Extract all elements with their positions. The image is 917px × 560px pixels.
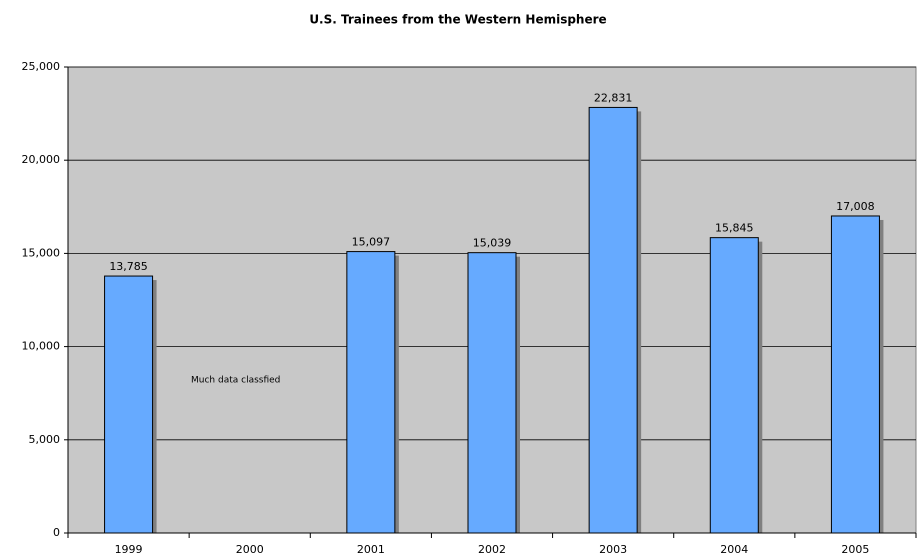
x-tick-label: 1999	[115, 543, 143, 556]
bar	[467, 252, 517, 534]
value-label: 15,039	[473, 237, 512, 250]
x-tick-label: 2004	[720, 543, 748, 556]
annotation: Much data classfied	[191, 376, 280, 386]
value-label: 17,008	[836, 200, 875, 213]
bar	[104, 275, 154, 534]
x-tick-label: 2003	[599, 543, 627, 556]
y-tick-label: 20,000	[22, 153, 61, 166]
value-label: 15,097	[352, 236, 391, 249]
value-label: 22,831	[594, 91, 633, 104]
bar	[830, 215, 880, 534]
y-tick-label: 0	[53, 526, 60, 539]
y-tick-label: 15,000	[22, 246, 61, 259]
y-tick-label: 5,000	[29, 433, 61, 446]
y-tick-label: 25,000	[22, 60, 61, 73]
x-tick-label: 2002	[478, 543, 506, 556]
chart-title: U.S. Trainees from the Western Hemispher…	[309, 13, 606, 27]
x-tick-label: 2000	[236, 543, 264, 556]
x-tick-label: 2005	[841, 543, 869, 556]
value-label: 15,845	[715, 222, 754, 235]
value-label: 13,785	[109, 260, 148, 273]
bar	[588, 106, 638, 534]
y-tick-label: 10,000	[22, 340, 61, 353]
x-tick-label: 2001	[357, 543, 385, 556]
bar	[709, 237, 759, 534]
bar	[346, 251, 396, 534]
